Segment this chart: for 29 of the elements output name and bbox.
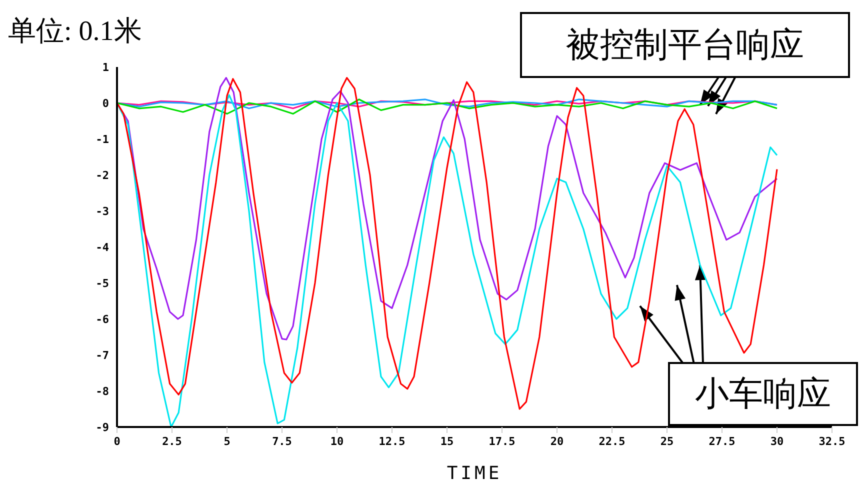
x-tick-label: 7.5 — [272, 435, 292, 448]
x-tick-label: 10 — [330, 435, 344, 448]
text: 被控制平台响应 — [520, 12, 850, 78]
x-tick-label: 2.5 — [162, 435, 182, 448]
x-tick-label: 17.5 — [488, 435, 516, 448]
y-tick-label: 1 — [102, 60, 110, 74]
y-tick-label: -7 — [96, 348, 109, 362]
y-tick-label: -4 — [96, 240, 110, 254]
y-tick-label: -1 — [96, 132, 110, 146]
x-tick-label: 32.5 — [818, 435, 846, 448]
y-tick-label: -6 — [96, 312, 110, 326]
y-tick-label: -2 — [96, 168, 109, 182]
y-axis-title: 单位: 0.1米 — [8, 15, 142, 49]
x-tick-label: 0 — [114, 435, 120, 448]
x-tick-label: 12.5 — [378, 435, 406, 448]
x-axis-title: TIME — [446, 463, 502, 484]
x-tick-label: 25 — [660, 435, 674, 448]
y-tick-label: -8 — [96, 384, 109, 398]
y-tick-label: 0 — [102, 96, 109, 110]
y-tick-label: -9 — [96, 420, 109, 434]
x-tick-label: 27.5 — [708, 435, 736, 448]
annotation: 小车响应 — [668, 362, 858, 426]
y-tick-label: -5 — [96, 276, 109, 290]
y-tick-label: -3 — [96, 204, 109, 218]
x-tick-label: 20 — [550, 435, 564, 448]
x-tick-label: 5 — [224, 435, 230, 448]
x-tick-label: 15 — [440, 435, 454, 448]
x-tick-label: 22.5 — [598, 435, 626, 448]
x-tick-label: 30 — [770, 435, 784, 448]
